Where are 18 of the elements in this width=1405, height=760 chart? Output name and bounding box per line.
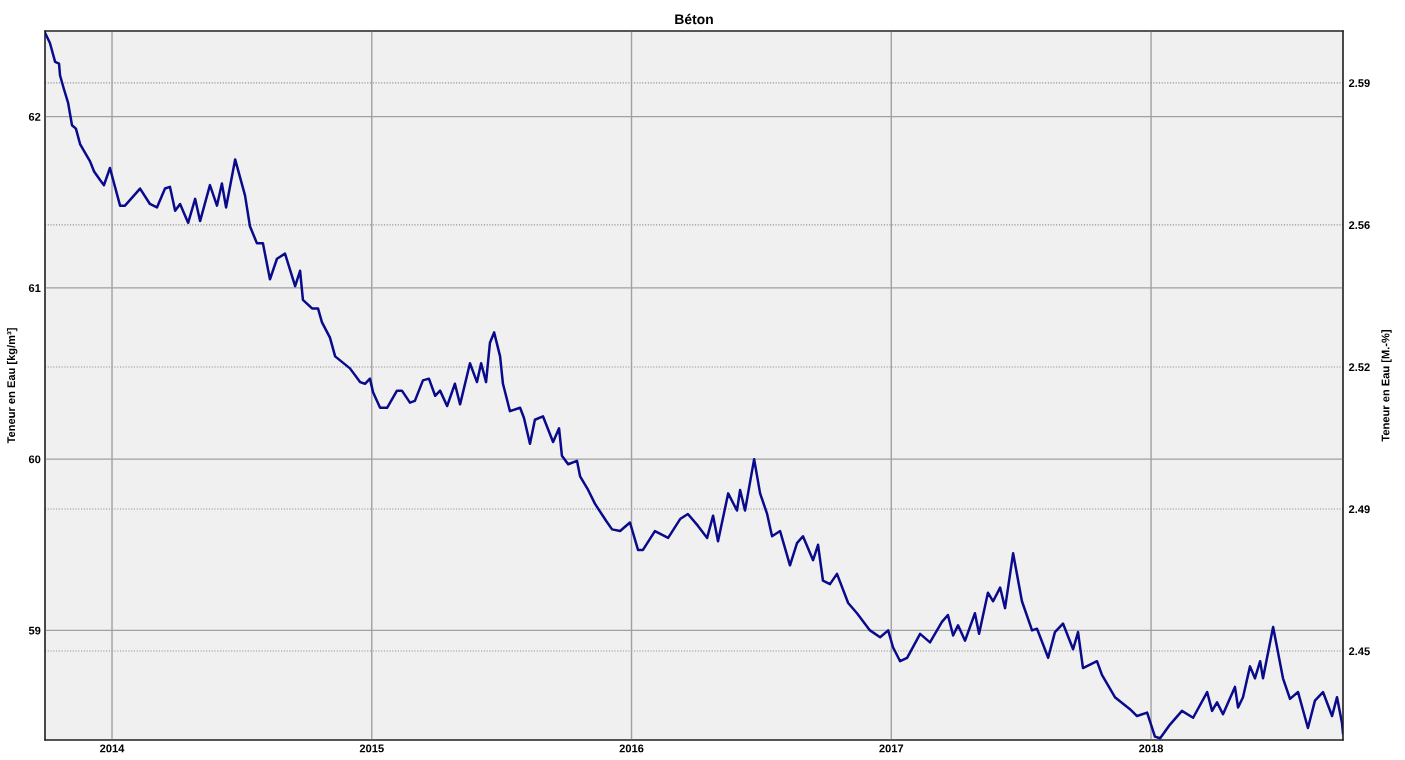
chart-title: Béton: [675, 13, 713, 25]
line-series: [45, 31, 1343, 740]
x-tick-label: 2016: [619, 744, 644, 753]
y-axis-title: Teneur en Eau [kg/m³]: [6, 328, 18, 444]
y2-axis-title: Teneur en Eau [M.-%]: [1381, 330, 1392, 442]
y2-tick-label: 2.52: [1348, 363, 1370, 372]
y-tick-label: 61: [28, 284, 41, 293]
y-tick-label: 60: [28, 455, 41, 464]
y-tick-label: 62: [28, 112, 41, 121]
x-tick-label: 2018: [1139, 744, 1164, 753]
y2-tick-label: 2.49: [1348, 505, 1370, 514]
y2-tick-label: 2.56: [1348, 221, 1370, 230]
x-tick-label: 2015: [359, 744, 384, 753]
x-tick-label: 2014: [100, 744, 125, 753]
y2-tick-label: 2.59: [1348, 79, 1370, 88]
x-tick-label: 2017: [879, 744, 904, 753]
y2-tick-label: 2.45: [1348, 647, 1370, 656]
y-tick-label: 59: [28, 626, 41, 635]
